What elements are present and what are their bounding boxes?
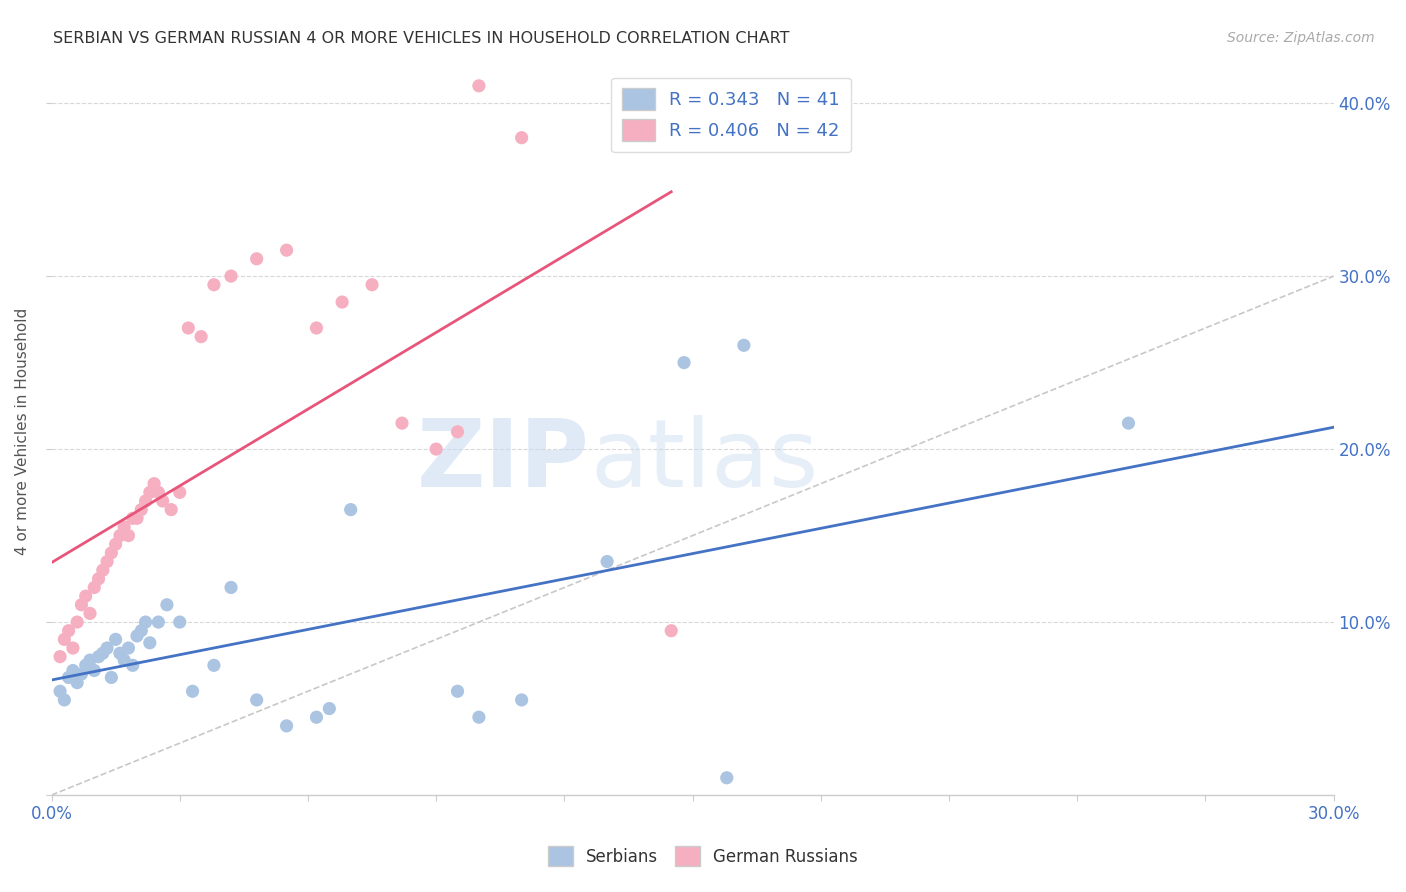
Point	[70, 667, 93, 681]
Point	[148, 615, 170, 629]
Point	[139, 636, 162, 650]
Text: Source: ZipAtlas.com: Source: ZipAtlas.com	[1227, 31, 1375, 45]
Point	[75, 658, 97, 673]
Point	[83, 581, 105, 595]
Point	[135, 615, 157, 629]
Point	[129, 502, 152, 516]
Legend: Serbians, German Russians: Serbians, German Russians	[541, 839, 865, 873]
Point	[83, 664, 105, 678]
Point	[49, 684, 72, 698]
Point	[104, 537, 127, 551]
Point	[53, 693, 76, 707]
Point	[117, 528, 139, 542]
Point	[246, 252, 269, 266]
Point	[66, 615, 89, 629]
Point	[361, 277, 384, 292]
Point	[125, 629, 148, 643]
Point	[318, 701, 340, 715]
Point	[108, 528, 131, 542]
Point	[169, 615, 191, 629]
Point	[87, 649, 110, 664]
Point	[53, 632, 76, 647]
Legend: R = 0.343   N = 41, R = 0.406   N = 42: R = 0.343 N = 41, R = 0.406 N = 42	[612, 78, 851, 153]
Point	[181, 684, 204, 698]
Point	[468, 78, 491, 93]
Point	[276, 719, 298, 733]
Point	[219, 269, 242, 284]
Point	[219, 581, 242, 595]
Point	[108, 646, 131, 660]
Point	[70, 598, 93, 612]
Point	[202, 658, 225, 673]
Point	[87, 572, 110, 586]
Point	[510, 693, 533, 707]
Point	[112, 653, 135, 667]
Point	[330, 295, 353, 310]
Text: atlas: atlas	[591, 415, 818, 507]
Point	[246, 693, 269, 707]
Point	[121, 658, 143, 673]
Point	[96, 555, 118, 569]
Y-axis label: 4 or more Vehicles in Household: 4 or more Vehicles in Household	[15, 308, 30, 556]
Point	[112, 520, 135, 534]
Point	[58, 624, 80, 638]
Point	[91, 563, 114, 577]
Point	[125, 511, 148, 525]
Point	[446, 684, 468, 698]
Point	[169, 485, 191, 500]
Point	[305, 710, 328, 724]
Point	[49, 649, 72, 664]
Point	[468, 710, 491, 724]
Point	[339, 502, 361, 516]
Point	[117, 640, 139, 655]
Point	[276, 243, 298, 257]
Point	[446, 425, 468, 439]
Point	[596, 555, 619, 569]
Point	[510, 130, 533, 145]
Point	[673, 355, 696, 369]
Point	[143, 476, 166, 491]
Point	[75, 589, 97, 603]
Point	[100, 546, 122, 560]
Point	[716, 771, 738, 785]
Point	[66, 675, 89, 690]
Point	[58, 670, 80, 684]
Point	[62, 664, 84, 678]
Point	[160, 502, 183, 516]
Point	[79, 653, 101, 667]
Point	[733, 338, 755, 352]
Point	[135, 494, 157, 508]
Text: ZIP: ZIP	[418, 415, 591, 507]
Point	[659, 624, 682, 638]
Point	[62, 640, 84, 655]
Text: SERBIAN VS GERMAN RUSSIAN 4 OR MORE VEHICLES IN HOUSEHOLD CORRELATION CHART: SERBIAN VS GERMAN RUSSIAN 4 OR MORE VEHI…	[53, 31, 790, 46]
Point	[91, 646, 114, 660]
Point	[121, 511, 143, 525]
Point	[305, 321, 328, 335]
Point	[425, 442, 447, 456]
Point	[104, 632, 127, 647]
Point	[190, 329, 212, 343]
Point	[177, 321, 200, 335]
Point	[96, 640, 118, 655]
Point	[148, 485, 170, 500]
Point	[100, 670, 122, 684]
Point	[202, 277, 225, 292]
Point	[391, 416, 413, 430]
Point	[79, 607, 101, 621]
Point	[156, 598, 179, 612]
Point	[1118, 416, 1140, 430]
Point	[129, 624, 152, 638]
Point	[152, 494, 174, 508]
Point	[139, 485, 162, 500]
